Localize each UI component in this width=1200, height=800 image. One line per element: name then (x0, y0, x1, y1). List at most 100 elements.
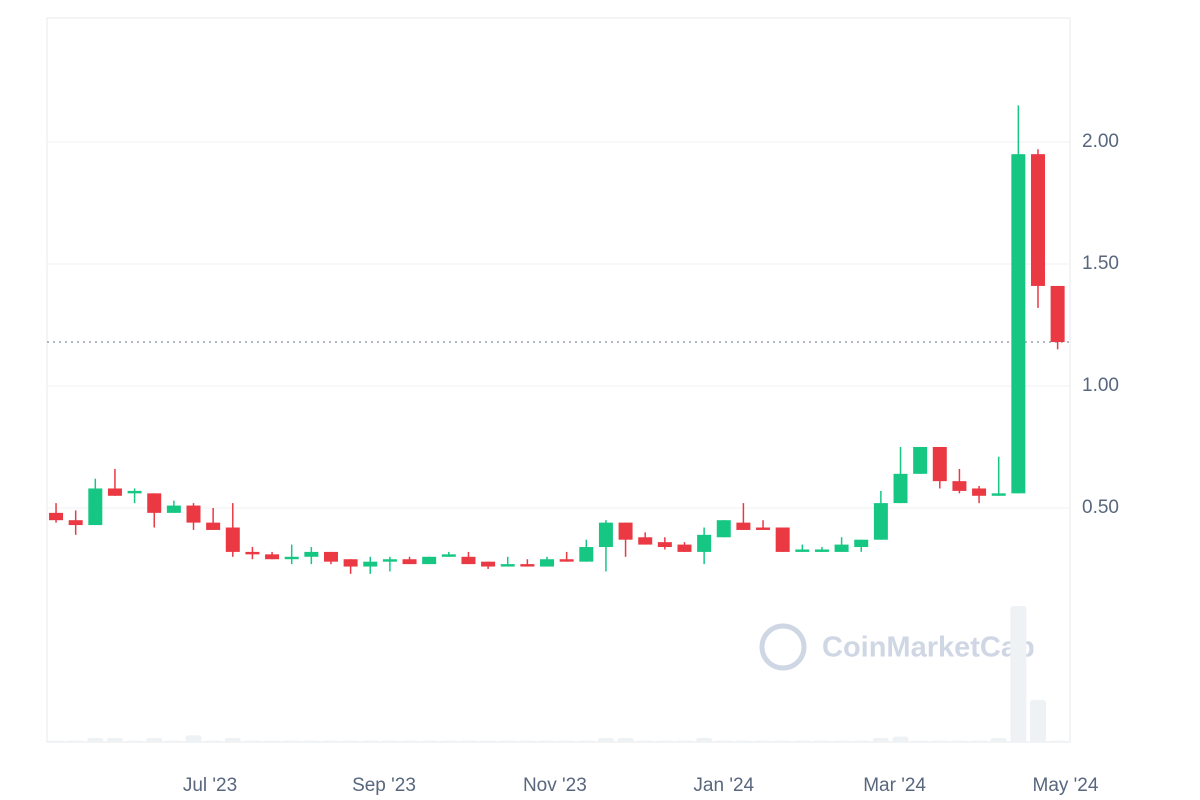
volume-bar (617, 737, 634, 742)
candle-body (618, 522, 633, 540)
volume-bar (774, 740, 791, 742)
candle-body (206, 522, 221, 530)
candle-body (657, 542, 672, 548)
volume-bar (421, 740, 438, 742)
candle-body (756, 527, 771, 530)
candle-body (697, 534, 712, 552)
candle-body (225, 527, 240, 552)
volume-bar (342, 740, 359, 742)
volume-bar (735, 740, 752, 742)
candle-body (245, 551, 260, 555)
candle-body (402, 559, 417, 565)
candle-body (107, 488, 122, 496)
candle-body (559, 559, 574, 562)
volume-bar (539, 740, 556, 742)
volume-bar (401, 740, 418, 742)
volume-bar (146, 737, 163, 742)
candle-body (441, 554, 456, 557)
volume-bar (460, 740, 477, 742)
volume-bar (912, 740, 929, 742)
candle-body (147, 493, 162, 513)
candle-body (49, 512, 64, 521)
candle-body (716, 520, 731, 538)
candle-body (893, 473, 908, 504)
volume-bar (794, 740, 811, 742)
volume-bar (165, 740, 182, 742)
volume-bar (578, 740, 595, 742)
volume-bar (971, 740, 988, 742)
volume-bar (185, 735, 202, 742)
y-tick-label: 0.50 (1082, 497, 1119, 518)
volume-bar (499, 740, 516, 742)
volume-bar (87, 737, 104, 742)
candle-body (166, 505, 181, 513)
candle-body (736, 522, 751, 530)
volume-bar (67, 740, 84, 742)
volume-bar (892, 736, 909, 742)
candle-body (540, 559, 555, 567)
candle-body (304, 551, 319, 557)
volume-bar (244, 740, 261, 742)
candle-body (677, 544, 692, 552)
candle-body (127, 490, 142, 494)
volume-bar (990, 737, 1007, 742)
x-tick-label: Sep '23 (352, 775, 416, 796)
volume-bar (205, 740, 222, 742)
volume-bar (656, 740, 673, 742)
candle-body (461, 556, 476, 565)
volume-bar (126, 740, 143, 742)
y-tick-label: 2.00 (1082, 131, 1119, 152)
candle-body (598, 522, 613, 548)
watermark-logo (759, 623, 807, 671)
volume-bar (951, 740, 968, 742)
candle-body (579, 547, 594, 562)
candle-body (638, 537, 653, 545)
candle-body (186, 505, 201, 523)
candle-body (952, 481, 967, 491)
candle-body (795, 549, 810, 552)
volume-bar (833, 740, 850, 742)
plot-frame (46, 17, 1071, 743)
candle-body (775, 527, 790, 552)
volume-bar (558, 740, 575, 742)
candle-body (1011, 154, 1026, 494)
volume-bar (48, 740, 65, 742)
volume-bar (480, 740, 497, 742)
x-tick-label: Nov '23 (523, 775, 587, 796)
candle-body (1030, 154, 1045, 286)
candle-body (991, 493, 1006, 496)
volume-bar (322, 740, 339, 742)
candle-body (520, 564, 535, 567)
volume-bar (637, 740, 654, 742)
candle-body (932, 446, 947, 482)
candle-body (343, 559, 358, 567)
candle-body (854, 539, 869, 548)
volume-bar (303, 740, 320, 742)
candle-body (363, 561, 378, 567)
volume-bar (715, 740, 732, 742)
volume-bar (696, 737, 713, 742)
candle-body (873, 503, 888, 540)
volume-bar (1029, 699, 1046, 742)
candle-body (284, 556, 299, 560)
x-tick-label: Mar '24 (863, 775, 926, 796)
candle-body (814, 549, 829, 552)
volume-bar (676, 740, 693, 742)
candle-body (382, 559, 397, 562)
y-tick-label: 1.00 (1082, 375, 1119, 396)
volume-bar (283, 740, 300, 742)
candle-body (422, 556, 437, 565)
watermark: CoinMarketCap (822, 632, 1035, 664)
volume-bar (106, 737, 123, 742)
y-tick-label: 1.50 (1082, 253, 1119, 274)
volume-bar (853, 740, 870, 742)
volume-bar (813, 740, 830, 742)
x-tick-label: May '24 (1033, 775, 1099, 796)
volume-bar (931, 740, 948, 742)
candle-body (1050, 285, 1065, 343)
candle-body (834, 544, 849, 552)
volume-bar (381, 740, 398, 742)
x-tick-label: Jan '24 (693, 775, 754, 796)
candle-body (972, 488, 987, 496)
